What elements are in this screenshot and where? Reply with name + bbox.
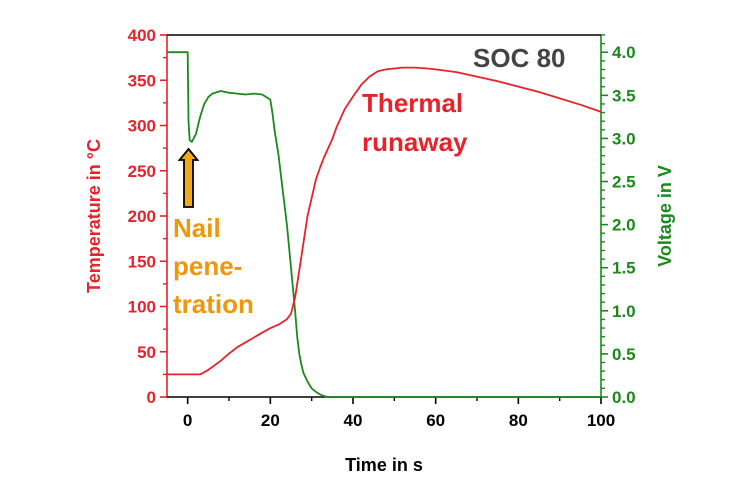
y-right-tick-label: 2.0 (612, 216, 636, 235)
y-right-tick-label: 0.0 (612, 388, 636, 407)
nail-penetration-label-line3: tration (173, 289, 254, 319)
x-axis-title: Time in s (345, 455, 423, 475)
y-right-tick-label: 0.5 (612, 345, 636, 364)
soc-annotation: SOC 80 (473, 43, 566, 73)
y-left-tick-label: 0 (147, 388, 156, 407)
y-right-ticks: 0.0 0.5 1.0 1.5 2.0 2.5 3.0 3.5 4.0 (601, 34, 636, 407)
y-right-tick-label: 1.0 (612, 302, 636, 321)
y-right-tick-label: 1.5 (612, 259, 636, 278)
thermal-runaway-label-line1: Thermal (362, 88, 463, 118)
x-tick-label: 20 (261, 411, 280, 430)
nail-penetration-label-line2: pene- (173, 251, 242, 281)
thermal-runaway-label-line2: runaway (362, 127, 468, 157)
y-right-tick-label: 2.5 (612, 173, 636, 192)
y-left-tick-label: 400 (128, 26, 156, 45)
nail-penetration-arrow-icon (177, 147, 200, 208)
y-left-tick-label: 350 (128, 71, 156, 90)
x-ticks: 0 20 40 60 80 100 (183, 397, 615, 430)
y-left-tick-label: 150 (128, 252, 156, 271)
x-tick-label: 80 (509, 411, 528, 430)
voltage-series-line (167, 51, 601, 398)
y-left-tick-label: 300 (128, 117, 156, 136)
y-left-tick-label: 50 (137, 343, 156, 362)
x-tick-label: 100 (587, 411, 615, 430)
temperature-series-line (167, 66, 602, 376)
nail-penetration-label-line1: Nail (173, 213, 221, 243)
x-tick-label: 0 (183, 411, 192, 430)
y-left-axis-title: Temperature in °C (84, 139, 104, 293)
y-left-tick-label: 250 (128, 162, 156, 181)
y-left-tick-label: 100 (128, 298, 156, 317)
y-right-tick-label: 3.0 (612, 129, 636, 148)
x-tick-label: 60 (426, 411, 445, 430)
y-right-axis-title: Voltage in V (655, 165, 675, 267)
y-left-tick-label: 200 (128, 207, 156, 226)
y-left-ticks: 0 50 100 150 200 250 300 350 400 (128, 26, 167, 407)
y-right-tick-label: 3.5 (612, 86, 636, 105)
y-right-tick-label: 4.0 (612, 43, 636, 62)
x-tick-label: 40 (344, 411, 363, 430)
